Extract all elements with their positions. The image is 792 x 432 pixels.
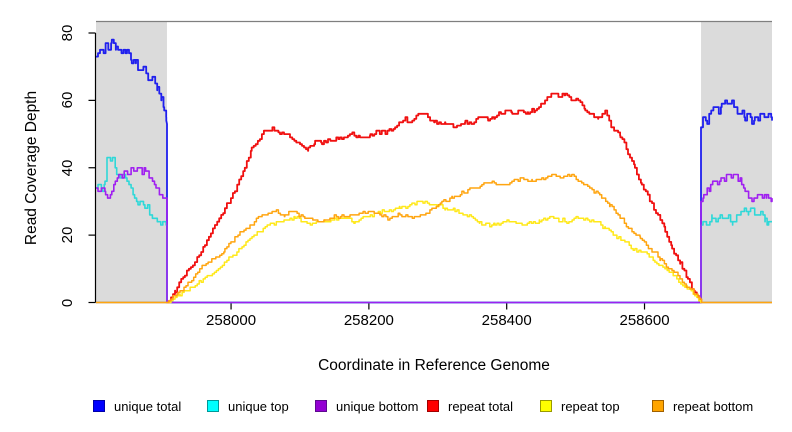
y-tick-label: 0 bbox=[59, 298, 76, 307]
legend-swatch-icon bbox=[427, 400, 439, 412]
y-tick-label: 60 bbox=[59, 92, 76, 109]
series-line-unique-total bbox=[96, 38, 773, 304]
series-line-unique-bottom bbox=[96, 167, 773, 304]
legend-item: repeat total bbox=[427, 398, 513, 414]
legend-item: repeat bottom bbox=[652, 398, 753, 414]
legend-label: repeat bottom bbox=[673, 398, 754, 414]
masked-region bbox=[96, 21, 167, 303]
y-tick-label: 40 bbox=[59, 159, 76, 177]
series-line-repeat-top bbox=[167, 200, 702, 304]
series-line-unique-top bbox=[96, 156, 772, 304]
legend-label: repeat total bbox=[448, 398, 514, 414]
legend-swatch-icon bbox=[315, 400, 327, 412]
legend-item: unique bottom bbox=[315, 398, 418, 414]
masked-region bbox=[701, 21, 772, 303]
y-tick-label: 80 bbox=[59, 24, 76, 42]
x-tick-label: 258200 bbox=[343, 312, 394, 329]
x-tick-label: 258400 bbox=[481, 312, 532, 329]
legend-swatch-icon bbox=[540, 400, 552, 412]
legend-swatch-icon bbox=[652, 400, 664, 412]
legend-item: repeat top bbox=[540, 398, 620, 414]
legend-label: repeat top bbox=[561, 398, 620, 414]
series-line-repeat-total bbox=[167, 92, 702, 304]
x-axis-title: Coordinate in Reference Genome bbox=[318, 357, 550, 374]
legend-label: unique total bbox=[114, 398, 182, 414]
legend-label: unique top bbox=[228, 398, 289, 414]
y-axis-title: Read Coverage Depth bbox=[23, 90, 40, 246]
legend-label: unique bottom bbox=[336, 398, 419, 414]
legend-swatch-icon bbox=[207, 400, 219, 412]
legend-item: unique top bbox=[207, 398, 289, 414]
y-tick-label: 20 bbox=[59, 226, 76, 244]
legend-item: unique total bbox=[93, 398, 181, 414]
x-tick-label: 258000 bbox=[206, 312, 257, 329]
plot-area bbox=[88, 20, 773, 310]
series-line-repeat-bottom bbox=[96, 173, 773, 304]
legend-swatch-icon bbox=[93, 400, 105, 412]
x-tick-label: 258600 bbox=[619, 312, 670, 329]
